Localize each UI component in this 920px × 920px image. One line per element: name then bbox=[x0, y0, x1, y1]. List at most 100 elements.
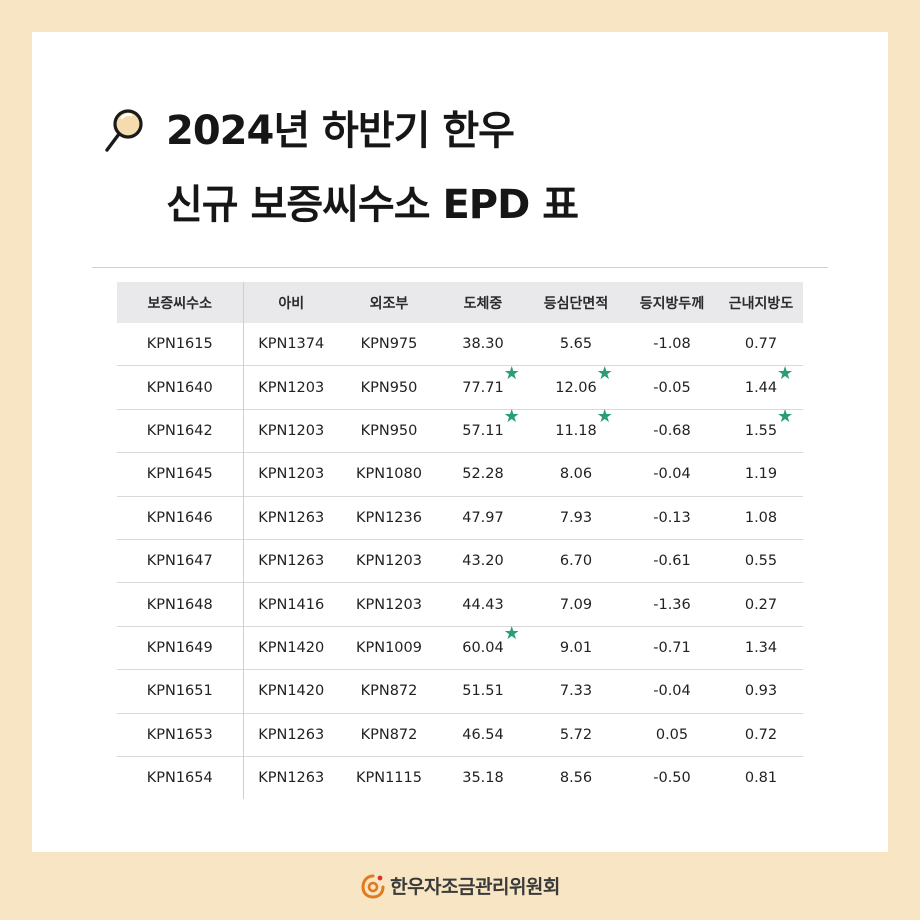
title-block: 2024년 하반기 한우 신규 보증씨수소 EPD 표 bbox=[100, 108, 579, 228]
table-cell: KPN975 bbox=[339, 323, 439, 366]
table-cell: KPN1648 bbox=[117, 582, 244, 627]
cell-value: 5.72 bbox=[560, 727, 592, 743]
cell-text: KPN1203 bbox=[355, 553, 422, 570]
table-cell: 1.34 bbox=[719, 625, 803, 670]
cell-value: KPN1263 bbox=[258, 770, 324, 786]
cell-value: KPN1203 bbox=[258, 380, 324, 396]
cell-text: KPN1263 bbox=[258, 553, 325, 570]
cell-text: 5.72 bbox=[559, 726, 593, 743]
cell-value: KPN1263 bbox=[258, 510, 324, 526]
table-cell: -0.71 bbox=[625, 625, 719, 670]
table-cell: 38.30 bbox=[439, 323, 527, 366]
table-row: KPN1640 KPN1203 KPN950 77.71 ★ 12.06 ★ -0.05 1.4… bbox=[117, 362, 803, 410]
table-cell: KPN1420 bbox=[243, 625, 339, 670]
cell-value: 9.01 bbox=[560, 640, 592, 656]
cell-value: 1.55 ★ bbox=[745, 407, 793, 439]
table-cell: KPN1374 bbox=[243, 323, 339, 366]
cell-text: -0.61 bbox=[653, 553, 691, 570]
cell-text: 43.20 bbox=[462, 553, 504, 570]
cell-text: KPN1236 bbox=[355, 509, 422, 526]
star-icon: ★ bbox=[503, 622, 520, 644]
table-cell: KPN1651 bbox=[117, 669, 244, 714]
cell-value: KPN975 bbox=[361, 336, 418, 352]
cell-text: -0.50 bbox=[653, 770, 691, 787]
cell-text: -0.13 bbox=[653, 509, 691, 526]
cell-text: 5.65 bbox=[559, 336, 593, 353]
table-cell: 7.33 bbox=[527, 669, 625, 714]
cell-value: -0.05 bbox=[653, 380, 691, 396]
cell-value: KPN950 bbox=[361, 380, 418, 396]
cell-text: 38.30 bbox=[462, 336, 504, 353]
cell-text: KPN1420 bbox=[258, 639, 325, 656]
hanwoo-logo-icon bbox=[361, 874, 385, 899]
table-cell: KPN1646 bbox=[117, 495, 244, 540]
cell-text: KPN1263 bbox=[258, 509, 325, 526]
cell-value: 7.09 bbox=[560, 597, 592, 613]
table-cell: -0.05 bbox=[625, 365, 719, 410]
cell-text: KPN1648 bbox=[146, 596, 213, 613]
star-icon: ★ bbox=[777, 362, 794, 384]
table-cell: 46.54 bbox=[439, 712, 527, 757]
table-cell: KPN1203 bbox=[339, 582, 439, 627]
table-cell: 57.11 ★ bbox=[439, 407, 527, 453]
cell-value: 11.18 ★ bbox=[555, 407, 613, 439]
cell-text: KPN950 bbox=[360, 379, 418, 396]
column-header: 등지방두께 bbox=[625, 282, 719, 323]
cell-text: KPN1416 bbox=[258, 596, 325, 613]
cell-value: KPN1203 bbox=[356, 553, 422, 569]
table-cell: 5.65 bbox=[527, 323, 625, 366]
table-cell: KPN1263 bbox=[243, 712, 339, 757]
cell-value: KPN1653 bbox=[147, 727, 213, 743]
cell-text: 60.04 bbox=[462, 639, 504, 656]
org-name: 한우자조금관리위원회 bbox=[390, 876, 560, 898]
cell-text: KPN1203 bbox=[355, 596, 422, 613]
cell-text: KPN1080 bbox=[355, 466, 422, 483]
table-cell: 1.08 bbox=[719, 495, 803, 540]
cell-value: 1.34 bbox=[745, 640, 777, 656]
table-cell: 0.77 bbox=[719, 323, 803, 366]
table-cell: KPN1653 bbox=[117, 712, 244, 757]
cell-text: -0.04 bbox=[653, 466, 691, 483]
cell-text: 8.56 bbox=[559, 770, 593, 787]
cell-text: -1.08 bbox=[653, 336, 691, 353]
cell-text: 0.05 bbox=[655, 726, 689, 743]
cell-text: KPN1203 bbox=[258, 379, 325, 396]
column-header: 등심단면적 bbox=[527, 282, 625, 323]
table-cell: 60.04 ★ bbox=[439, 622, 527, 670]
cell-value: KPN1009 bbox=[356, 640, 422, 656]
cell-text: KPN1642 bbox=[146, 422, 213, 439]
footer: 한우자조금관리위원회 bbox=[0, 872, 920, 902]
table-body: KPN1615 KPN1374 KPN975 38.30 5.65 -1.08 0.77 KP… bbox=[117, 323, 803, 800]
table-cell: -0.61 bbox=[625, 538, 719, 583]
cell-value: 8.06 bbox=[560, 466, 592, 482]
table-cell: KPN1263 bbox=[243, 495, 339, 540]
table-cell: -0.13 bbox=[625, 495, 719, 540]
cell-text: 57.11 bbox=[462, 422, 504, 439]
cell-value: 7.93 bbox=[560, 510, 592, 526]
table-cell: 7.09 bbox=[527, 582, 625, 627]
table-cell: 1.44 ★ bbox=[719, 362, 803, 410]
table-cell: KPN1203 bbox=[243, 452, 339, 497]
table-row: KPN1648 KPN1416 KPN1203 44.43 7.09 -1.36 0.27 bbox=[117, 582, 803, 627]
cell-text: -0.68 bbox=[653, 422, 691, 439]
cell-text: KPN1645 bbox=[146, 466, 213, 483]
cell-value: 0.05 bbox=[656, 727, 688, 743]
cell-text: KPN1009 bbox=[355, 639, 422, 656]
cell-text: 7.33 bbox=[559, 683, 593, 700]
cell-value: KPN1203 bbox=[258, 466, 324, 482]
cell-text: KPN1263 bbox=[258, 770, 325, 787]
cell-value: 1.08 bbox=[745, 510, 777, 526]
table-row: KPN1647 KPN1263 KPN1203 43.20 6.70 -0.61 0.55 bbox=[117, 538, 803, 583]
cell-text: 11.18 bbox=[555, 422, 597, 439]
table-cell: 5.72 bbox=[527, 712, 625, 757]
table-cell: 44.43 bbox=[439, 582, 527, 627]
cell-value: KPN1203 bbox=[356, 597, 422, 613]
cell-value: -0.50 bbox=[653, 770, 691, 786]
cell-value: 77.71 ★ bbox=[462, 364, 520, 396]
table-cell: 0.81 bbox=[719, 755, 803, 800]
table-cell: KPN872 bbox=[339, 669, 439, 714]
cell-text: 8.06 bbox=[559, 466, 593, 483]
cell-value: 0.77 bbox=[745, 336, 777, 352]
cell-value: 47.97 bbox=[462, 510, 504, 526]
table-cell: -0.68 bbox=[625, 408, 719, 453]
